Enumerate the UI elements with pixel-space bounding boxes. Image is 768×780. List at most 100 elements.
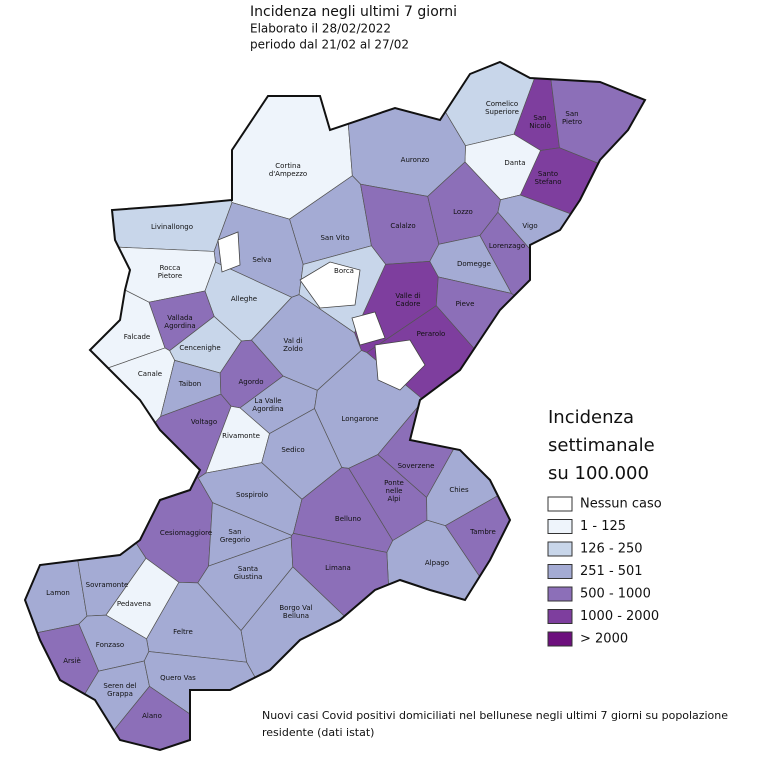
municipality-label: Agordina [164,322,195,330]
municipality-label: Lamon [46,589,70,597]
municipality-label: Nicolò [529,122,551,130]
municipality-label: Belluno [335,515,361,523]
municipality-label: Vigo [522,222,537,230]
footnote-line: Nuovi casi Covid positivi domiciliati ne… [262,709,728,722]
municipality-label: Rivamonte [222,432,260,440]
legend-swatch [547,519,573,534]
municipality-label: Santo [538,170,558,178]
municipality-label: Cencenighe [179,344,220,352]
municipality-label: Cadore [396,300,421,308]
legend-swatch [547,609,573,624]
municipality-label: Superiore [485,108,519,116]
subtitle: periodo dal 21/02 al 27/02 [250,38,409,52]
municipality-label: Pietro [562,118,582,126]
footnote: Nuovi casi Covid positivi domiciliati ne… [262,709,728,739]
municipality-label: Longarone [342,415,379,423]
municipality-label: Borgo Val [279,604,312,612]
municipality-label: Perarolo [417,330,446,338]
municipality-label: Canale [138,370,162,378]
municipality-label: Cesiomaggiore [160,529,212,537]
header: Incidenza negli ultimi 7 giorni Elaborat… [250,4,457,52]
municipality-label: Belluna [283,612,309,620]
municipality-label: Valle di [395,292,420,300]
municipality-label: Giustina [234,573,263,581]
no-case-area [299,261,361,309]
municipality-label: Feltre [173,628,193,636]
municipality-label: Pietore [158,272,182,280]
municipality-label: Quero Vas [160,674,196,682]
municipality-label: Calalzo [390,222,415,230]
footnote-line: residente (dati istat) [262,726,374,739]
municipality-label: Agordina [252,405,283,413]
municipality-label: Tambre [469,528,496,536]
municipality-area [25,62,233,252]
municipality-label: d'Ampezzo [269,170,307,178]
municipality-area [497,194,645,420]
municipality-label: Grappa [107,690,133,698]
municipality-label: Limana [325,564,351,572]
municipality-label: Alleghe [231,295,257,303]
municipality-area [25,623,100,750]
municipality-label: Selva [252,256,271,264]
municipality-label: Domegge [457,260,491,268]
no-case-area [351,311,386,346]
municipality-label: Sospirolo [236,491,268,499]
municipality-labels: Cortinad'AmpezzoComelicoSuperioreSanNico… [46,100,582,720]
no-case-area [374,339,426,391]
legend-title: Incidenza [548,407,634,428]
legend-label: 251 - 501 [580,564,643,579]
subtitle: Elaborato il 28/02/2022 [250,22,391,36]
municipality-label: Agordo [239,378,264,386]
legend-label: 500 - 1000 [580,587,651,602]
municipality-label: Sedico [281,446,304,454]
municipality-area [479,211,645,404]
municipality-label: Comelico [486,100,518,108]
municipality-label: San [228,528,241,536]
municipality-label: Soverzene [398,462,435,470]
municipality-label: Chies [449,486,469,494]
municipality-label: Taibon [178,380,202,388]
municipality-label: Vallada [167,314,192,322]
municipality-label: San Vito [320,234,349,242]
municipality-label: Seren del [103,682,136,690]
legend-swatch [547,631,573,647]
municipality-area [25,347,176,472]
municipality-label: San [533,114,546,122]
municipality-label: Arsiè [63,657,81,665]
legend-title: settimanale [548,435,655,456]
municipality-label: Danta [504,159,525,167]
legend-label: 1 - 125 [580,519,626,534]
province-border [23,60,647,752]
municipality-label: Stefano [535,178,562,186]
municipality-label: Falcade [124,333,151,341]
legend: Incidenza settimanale su 100.000 Nessun … [547,407,662,647]
municipality-label: Cortina [275,162,300,170]
municipality-area [435,276,645,404]
municipality-label: Ponte [384,479,404,487]
municipality-label: La Valle [254,397,281,405]
legend-label: 126 - 250 [580,542,643,557]
municipality-label: Gregorio [220,536,250,544]
municipality-label: Fonzaso [96,641,124,649]
municipality-label: Alano [142,712,162,720]
legend-swatch [547,496,573,512]
legend-label: > 2000 [580,632,628,647]
municipality-label: Alpi [387,495,400,503]
no-case-areas [217,231,426,391]
municipality-label: Sovramonte [86,581,129,589]
municipality-label: Zoldo [283,345,303,353]
municipality-label: Livinallongo [151,223,193,231]
municipality-label: Auronzo [401,156,430,164]
title: Incidenza negli ultimi 7 giorni [250,4,457,20]
municipality-label: Val di [283,337,302,345]
no-case-area [217,231,241,273]
legend-swatch [547,541,573,557]
municipality-label: Alpago [425,559,449,567]
legend-label: Nessun caso [580,497,662,512]
municipality-label: Borca [334,267,354,275]
municipality-label: Lorenzago [489,242,525,250]
municipality-label: Lozzo [453,208,473,216]
municipality-area [25,439,88,641]
